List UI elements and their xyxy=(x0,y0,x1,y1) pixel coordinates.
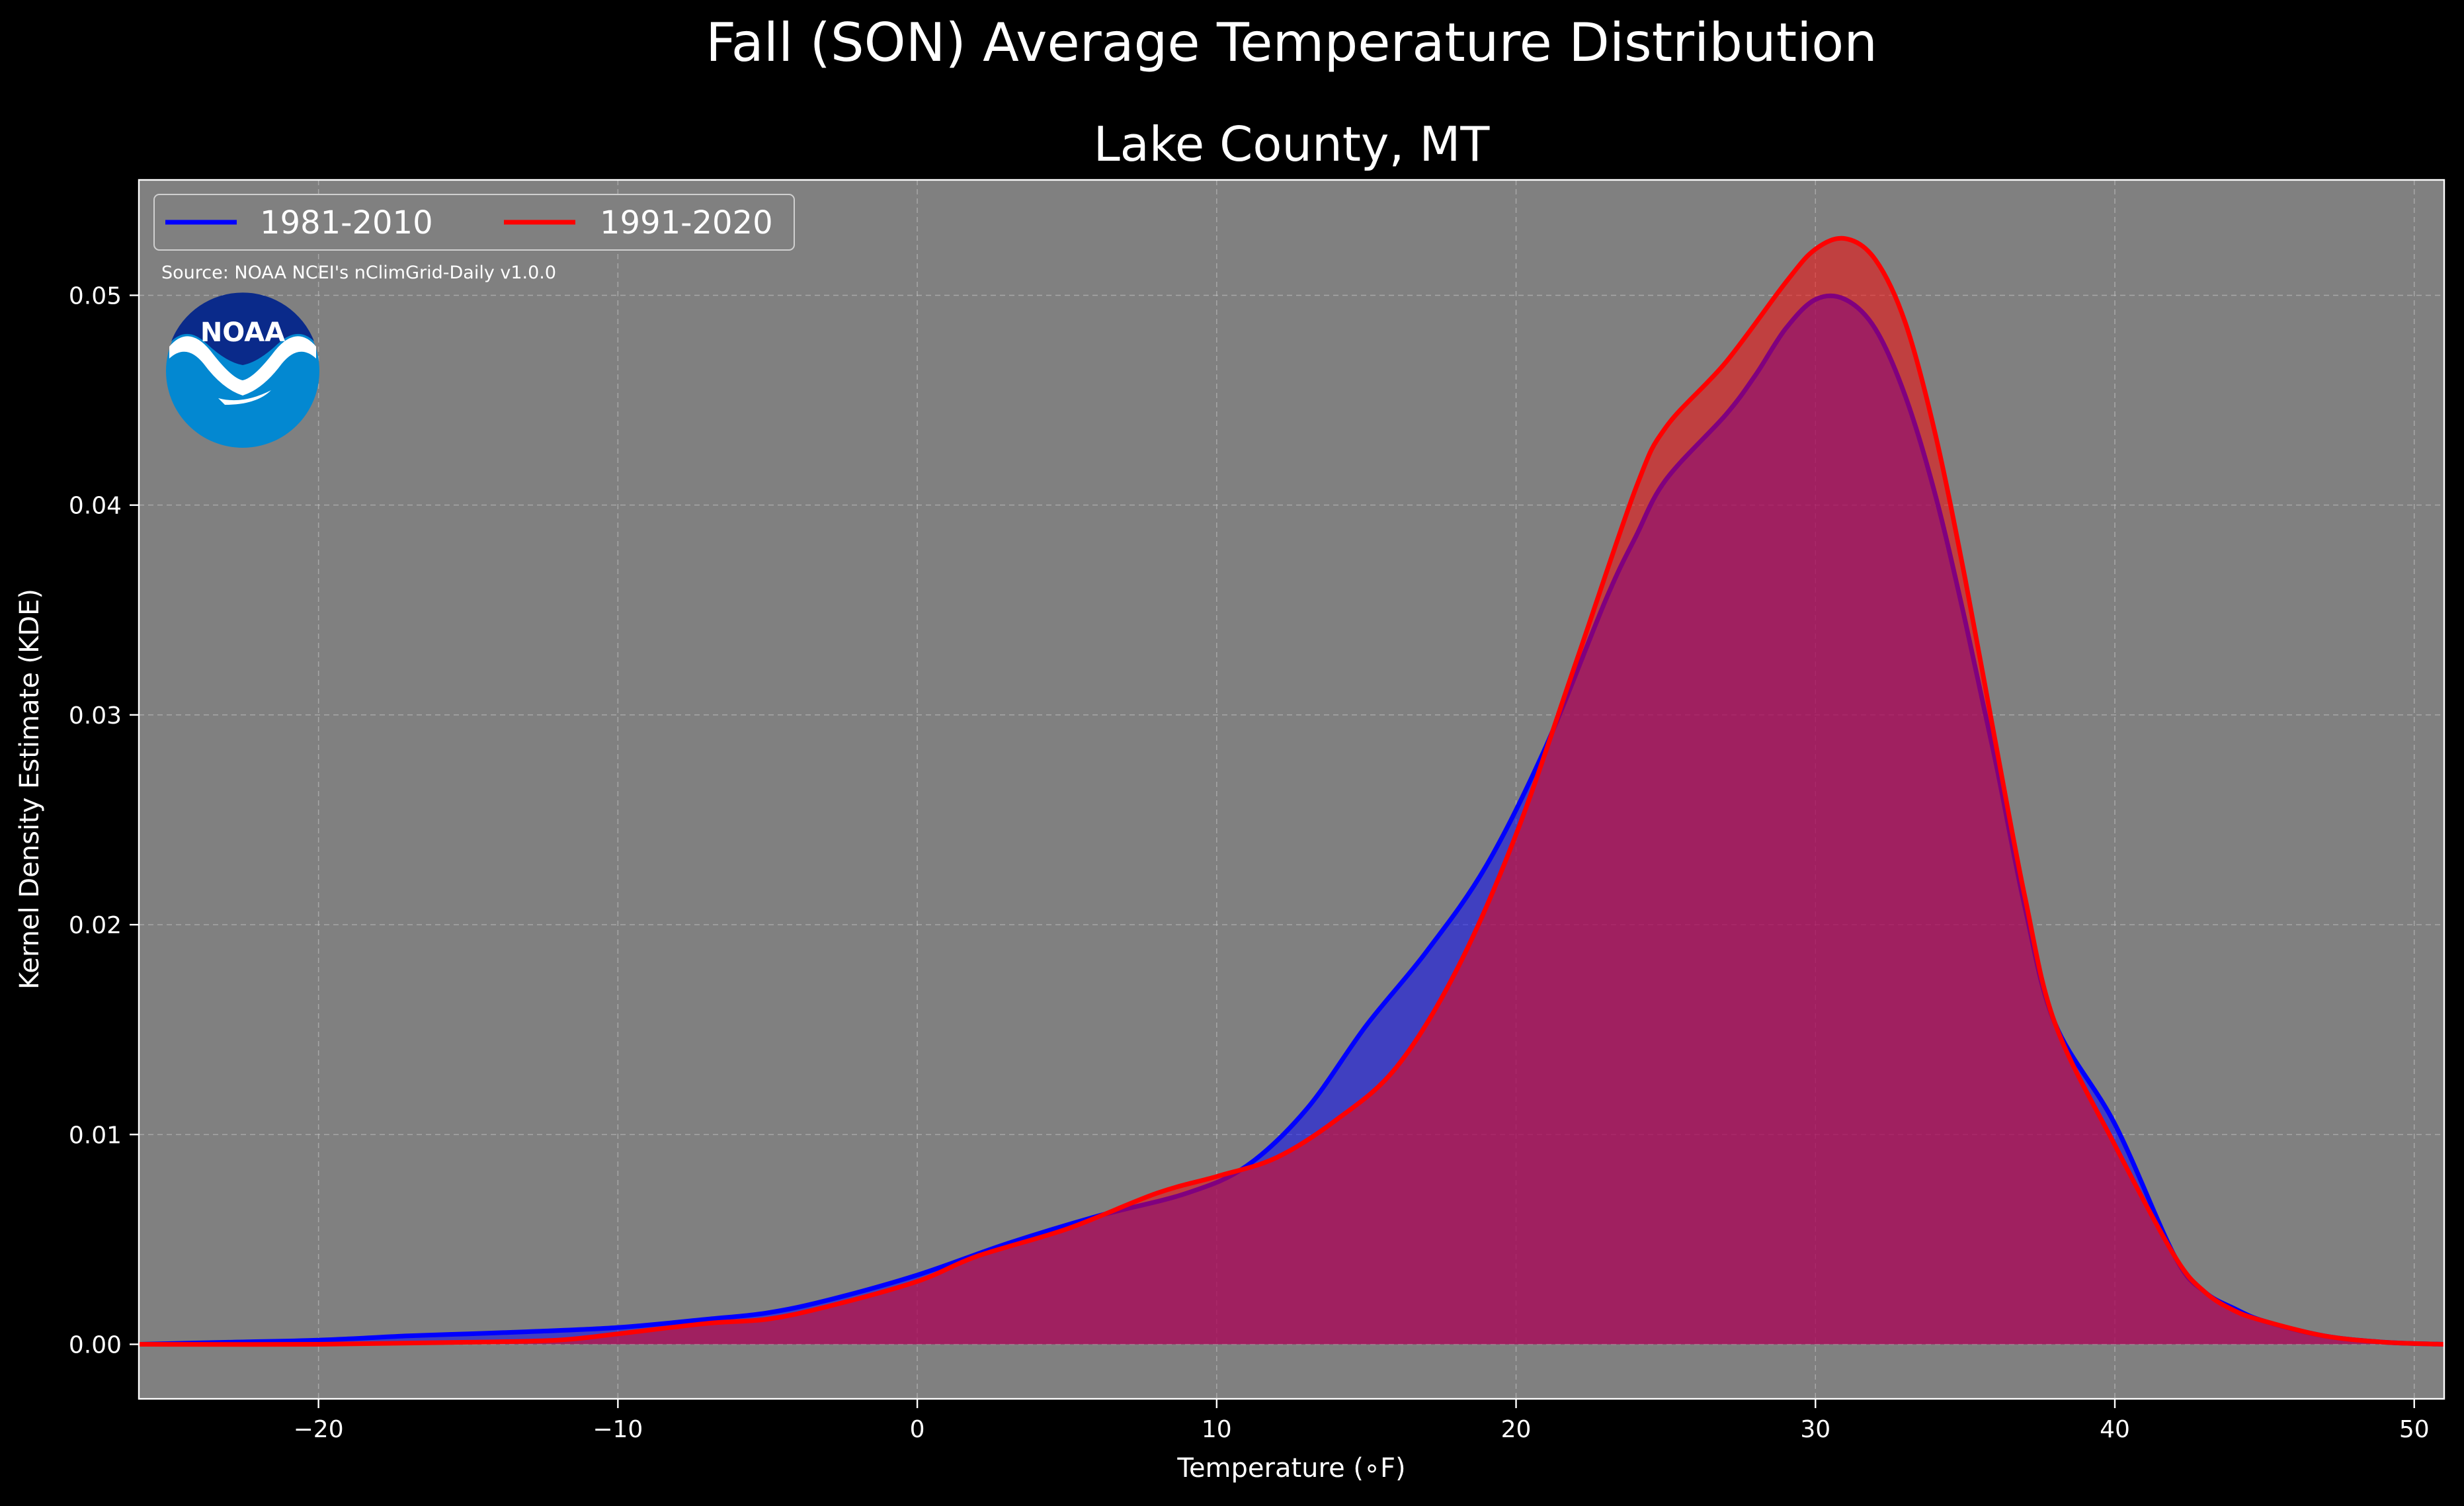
x-axis-label: Temperature (∘F) xyxy=(1176,1453,1405,1484)
legend: 1981-2010 1991-2020 xyxy=(153,194,795,251)
figure-suptitle: Fall (SON) Average Temperature Distribut… xyxy=(706,12,1877,73)
y-tick-label: 0.03 xyxy=(69,702,122,730)
grid-lines xyxy=(139,180,2444,1399)
y-tick-label: 0.05 xyxy=(69,282,122,310)
y-tick-label: 0.02 xyxy=(69,912,122,939)
axis-ticks: −20 −10 0 10 20 30 40 50 0.00 0.01 0.02 0.03 0.04 0.0… xyxy=(69,282,2430,1443)
y-tick-label: 0.01 xyxy=(69,1122,122,1149)
x-tick-label: 50 xyxy=(2399,1416,2430,1443)
legend-label-1981-2010: 1981-2010 xyxy=(260,204,433,241)
noaa-bird-icon xyxy=(169,336,316,396)
legend-box xyxy=(153,194,795,251)
x-tick-label: 20 xyxy=(1501,1416,1532,1443)
source-note: Source: NOAA NCEI's nClimGrid-Daily v1.0… xyxy=(161,263,556,283)
series-line-1991-2020 xyxy=(138,235,2445,1347)
series-area-1991-2020 xyxy=(139,238,2444,1345)
y-tick-label: 0.04 xyxy=(69,493,122,520)
legend-label-1991-2020: 1991-2020 xyxy=(600,204,773,241)
x-tick-label: −10 xyxy=(593,1416,643,1443)
noaa-logo: NOAA xyxy=(166,292,319,448)
noaa-logo-sky xyxy=(171,292,314,365)
chart-title: Lake County, MT xyxy=(1094,116,1491,172)
noaa-logo-text: NOAA xyxy=(200,317,285,348)
y-tick-label: 0.00 xyxy=(69,1332,122,1359)
x-tick-label: 10 xyxy=(1202,1416,1232,1443)
x-tick-label: −20 xyxy=(294,1416,344,1443)
x-tick-label: 0 xyxy=(910,1416,925,1443)
x-tick-label: 30 xyxy=(1800,1416,1830,1443)
series-layer xyxy=(138,235,2445,1347)
x-tick-label: 40 xyxy=(2100,1416,2130,1443)
y-axis-label: Kernel Density Estimate (KDE) xyxy=(15,589,45,989)
plot-frame xyxy=(138,179,2445,1400)
noaa-bird-tail-icon xyxy=(218,390,271,405)
